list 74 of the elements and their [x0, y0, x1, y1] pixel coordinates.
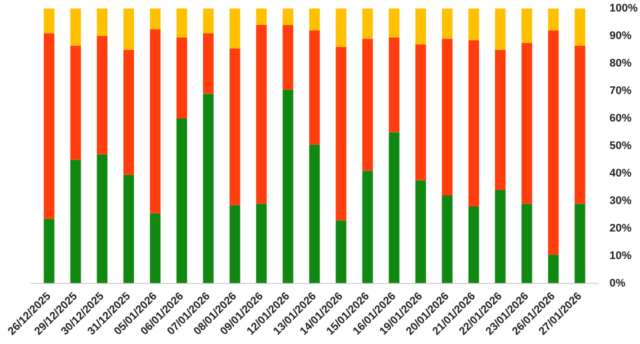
bar [442, 196, 453, 284]
bar [230, 8, 240, 48]
bar [309, 8, 320, 30]
y-tick-label: 80% [610, 58, 632, 70]
y-tick-label: 90% [610, 30, 632, 42]
y-tick-label: 30% [610, 195, 632, 207]
bar [336, 8, 346, 47]
bar [309, 144, 320, 284]
y-tick-label: 70% [610, 85, 632, 97]
y-tick-label: 60% [610, 112, 632, 124]
bar [548, 254, 559, 284]
bar [336, 47, 346, 220]
bar [522, 42, 532, 204]
bar [388, 8, 400, 38]
y-tick-label: 40% [610, 168, 632, 180]
bar [70, 8, 81, 46]
bar [362, 38, 373, 171]
bar [123, 50, 134, 175]
bar [415, 44, 426, 180]
bar [362, 170, 373, 284]
bar [388, 37, 400, 132]
bar [70, 160, 81, 284]
bar [203, 8, 214, 34]
bar [150, 8, 161, 30]
bar [522, 8, 532, 43]
bar [574, 8, 586, 46]
bar [494, 190, 506, 284]
bar [256, 204, 267, 284]
bar [574, 46, 586, 204]
bar [309, 30, 320, 145]
bar [96, 154, 108, 284]
bar [256, 25, 267, 204]
bar [96, 36, 108, 154]
bar [44, 33, 54, 219]
bar [415, 180, 426, 284]
bar [282, 25, 294, 90]
bar [203, 94, 214, 284]
bar [494, 50, 506, 190]
y-tick-label: 100% [610, 2, 638, 14]
bar [150, 213, 161, 284]
bar [176, 37, 188, 118]
bar [70, 46, 81, 160]
bar [176, 8, 188, 38]
bar [548, 30, 559, 255]
bar [282, 8, 294, 25]
y-tick-label: 20% [610, 222, 632, 234]
bar [203, 33, 214, 94]
bar [230, 48, 240, 206]
bar [123, 8, 134, 50]
y-tick-label: 50% [610, 140, 632, 152]
bar [336, 220, 346, 284]
bar [176, 118, 188, 284]
bar [362, 8, 373, 39]
bar [282, 90, 294, 284]
bar [468, 8, 480, 40]
bar [494, 8, 506, 50]
bar [442, 8, 453, 39]
bar [150, 29, 161, 214]
bar [230, 205, 240, 284]
y-tick-label: 10% [610, 250, 632, 262]
bar [415, 8, 426, 44]
bar [468, 40, 480, 206]
bar [548, 8, 559, 30]
y-tick-label: 0% [610, 278, 626, 290]
bar [96, 8, 108, 36]
bar [468, 206, 480, 284]
bar [44, 218, 54, 284]
bar [123, 174, 134, 284]
bar [522, 204, 532, 284]
bar [442, 38, 453, 196]
bar [388, 132, 400, 284]
bar [256, 8, 267, 25]
bar [44, 8, 54, 34]
bar [574, 204, 586, 284]
